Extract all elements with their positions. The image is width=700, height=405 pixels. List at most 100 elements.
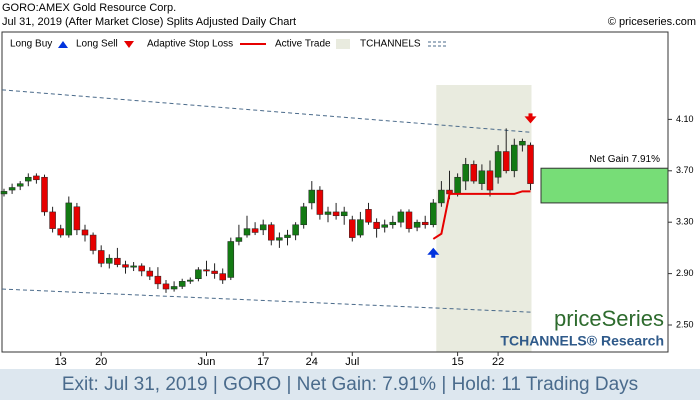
candle-body [81,229,89,236]
footer: Exit: Jul 31, 2019 | GORO | Net Gain: 7.… [62,374,638,395]
candle-body [405,211,413,229]
candle-body [235,237,243,242]
candle-body [389,221,397,226]
candle-body [454,176,461,195]
candle-body [130,265,137,268]
footer-bar [0,369,700,400]
candle-body [114,257,121,265]
legend-label: Long Buy [10,39,52,50]
candle-body [373,221,380,229]
candle-body [292,224,299,236]
candle-body [332,211,340,217]
x-tick-label: 17 [257,356,269,368]
legend-buy-icon [58,41,68,48]
candle-body [203,269,210,272]
candle-body [494,151,502,178]
x-tick-label: 13 [55,356,67,368]
candle-body [470,164,478,182]
candle-body [146,270,154,277]
candle-body [430,202,437,226]
candle-body [41,176,48,213]
x-tick-label: Jul [345,356,359,368]
candle-body [381,224,388,228]
candle-body [284,234,291,238]
legend-sell-icon [124,41,134,48]
candle-body [65,202,73,236]
watermark: priceSeries [554,306,664,331]
chart-subtitle: Jul 31, 2019 (After Market Close) Splits… [2,16,296,28]
candle-body [57,228,64,236]
candle-body [106,257,113,264]
legend-label: TCHANNELS [360,39,421,50]
candle-body [397,211,405,223]
y-tick-label: 3.70 [676,165,694,175]
candle-body [438,189,445,204]
legend-active-icon [336,39,350,49]
candle-body [365,209,372,223]
candle-body [227,241,235,278]
y-tick-label: 3.30 [676,217,694,227]
candle-body [527,144,534,184]
candle-body [478,170,486,184]
candle-body [195,269,202,279]
legend-label: Active Trade [275,39,331,50]
candle-body [0,191,8,195]
candle-body [170,286,178,290]
candle-body [308,189,316,204]
active-trade-zone [436,85,532,352]
y-tick-label: 4.10 [676,114,694,124]
x-tick-label: 24 [306,356,318,368]
candle-body [243,228,251,236]
watermark-sub: TCHANNELS® Research [500,333,664,349]
candle-body [357,219,364,236]
candle-body [16,183,24,187]
candle-body [462,164,469,182]
candle-body [25,176,32,182]
candle-body [413,221,421,228]
candle-body [154,275,162,285]
candle-body [178,281,186,287]
candle-body [519,140,526,146]
y-tick-label: 2.50 [676,319,694,329]
long-sell-arrow [524,113,537,124]
candle-body [300,206,307,226]
copyright: © priceseries.com [608,16,696,28]
x-tick-label: Jun [198,356,216,368]
candle-body [89,234,97,251]
candle-body [211,270,218,274]
candle-body [219,273,226,281]
channel-upper [1,89,531,133]
candle-body [511,144,518,172]
y-tick-label: 2.90 [676,268,694,278]
legend-label: Adaptive Stop Loss [147,39,233,50]
candle-body [259,224,267,231]
candle-body [97,250,105,264]
candle-body [49,211,56,229]
candle-body [316,189,324,215]
candle-body [33,175,40,181]
candle-body [162,283,170,290]
candle-body [268,224,275,241]
x-tick-label: 20 [95,356,107,368]
candle-body [421,221,429,226]
legend-label: Long Sell [76,39,118,50]
stop-loss-line [432,190,531,240]
candle-body [324,211,332,215]
candle-body [340,211,348,217]
long-buy-arrow [427,247,440,258]
chart-title: GORO:AMEX Gold Resource Corp. [2,2,176,14]
candle-body [276,237,283,241]
candle-body [138,265,145,272]
x-tick-label: 15 [451,356,463,368]
candle-body [73,206,81,231]
candle-body [187,279,194,282]
candle-body [349,219,356,238]
candle-body [122,264,129,268]
candle-body [502,151,510,172]
candle-body [486,170,494,191]
candle-body [8,187,16,191]
net-gain-box [540,167,669,204]
candle-body [251,228,259,233]
